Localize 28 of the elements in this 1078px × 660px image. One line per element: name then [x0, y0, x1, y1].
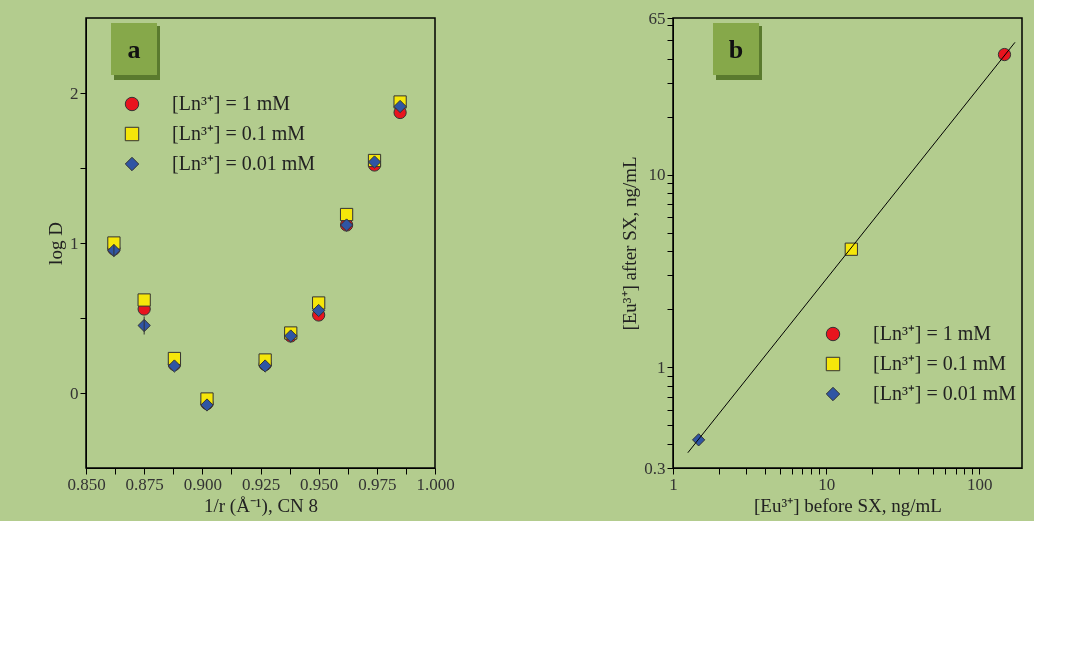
legend-label: [Ln³⁺] = 0.01 mM — [172, 152, 316, 174]
y-tick-label: 2 — [70, 83, 79, 103]
x-axis-title: [Eu³⁺] before SX, ng/mL — [754, 494, 942, 516]
legend-label: [Ln³⁺] = 1 mM — [172, 92, 291, 114]
y-tick-label: 1 — [70, 233, 79, 253]
x-tick-label: 0.975 — [358, 474, 397, 494]
y-tick-label: 0.3 — [644, 458, 666, 478]
x-tick-label: 100 — [967, 474, 993, 494]
x-tick-label: 0.900 — [183, 474, 222, 494]
y-tick-label: 10 — [648, 165, 666, 185]
x-tick-label: 1.000 — [416, 474, 455, 494]
y-axis-title: [Eu³⁺] after SX, ng/mL — [619, 156, 641, 331]
x-axis-title: 1/r (Å⁻¹), CN 8 — [203, 494, 319, 517]
y-tick-label: 0 — [70, 383, 79, 403]
x-tick-label: 0.925 — [241, 474, 281, 494]
legend-label: [Ln³⁺] = 0.1 mM — [172, 122, 306, 144]
annotation: b — [728, 35, 744, 64]
annotation: a — [127, 35, 141, 64]
x-tick-label: 10 — [818, 474, 836, 494]
y-tick-label: 1 — [657, 357, 666, 377]
legend-label: [Ln³⁺] = 1 mM — [873, 322, 992, 344]
text: 0.875 — [125, 474, 164, 494]
y-tick-label: 65 — [648, 8, 666, 28]
y-axis-title: log D — [45, 222, 66, 265]
legend-label: [Ln³⁺] = 0.1 mM — [873, 352, 1007, 374]
legend-label: [Ln³⁺] = 0.01 mM — [873, 382, 1017, 404]
x-tick-label: 0.850 — [67, 474, 106, 494]
x-tick-label: 0.950 — [300, 474, 339, 494]
